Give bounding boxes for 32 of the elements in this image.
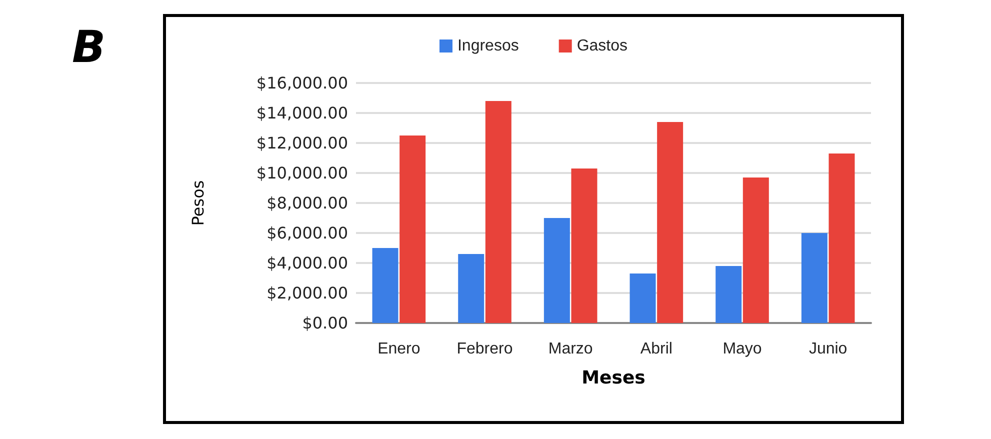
y-tick-label: $2,000.00 (266, 284, 348, 302)
legend-label: Gastos (576, 38, 628, 54)
bar (630, 274, 656, 323)
y-tick-label: $16,000.00 (256, 74, 348, 92)
x-tick-label: Febrero (456, 340, 513, 358)
y-tick-label: $0.00 (302, 314, 348, 332)
x-axis-title: Meses (582, 368, 646, 388)
x-tick-label: Mayo (722, 340, 762, 358)
bar (485, 101, 512, 323)
bar (571, 168, 598, 323)
bar (544, 218, 570, 323)
y-tick-label: $10,000.00 (256, 164, 348, 182)
y-tick-label: $12,000.00 (256, 134, 348, 152)
y-axis-title: Pesos (188, 180, 208, 226)
bar (372, 248, 398, 323)
legend-label: Ingresos (457, 38, 519, 54)
x-tick-label: Marzo (548, 340, 593, 358)
bar (742, 178, 769, 323)
y-tick-label: $14,000.00 (256, 104, 348, 122)
x-tick-label: Junio (808, 340, 848, 358)
x-tick-label: Abril (640, 340, 672, 358)
bar (801, 233, 828, 323)
bar (716, 266, 742, 323)
y-tick-label: $8,000.00 (266, 194, 348, 212)
x-tick-label: Enero (378, 340, 420, 358)
y-tick-label: $6,000.00 (266, 224, 348, 242)
text: B (72, 22, 106, 73)
bar (458, 254, 484, 323)
y-tick-label: $4,000.00 (266, 254, 348, 272)
bar (828, 154, 855, 323)
bar (657, 122, 684, 323)
bar (400, 136, 426, 323)
